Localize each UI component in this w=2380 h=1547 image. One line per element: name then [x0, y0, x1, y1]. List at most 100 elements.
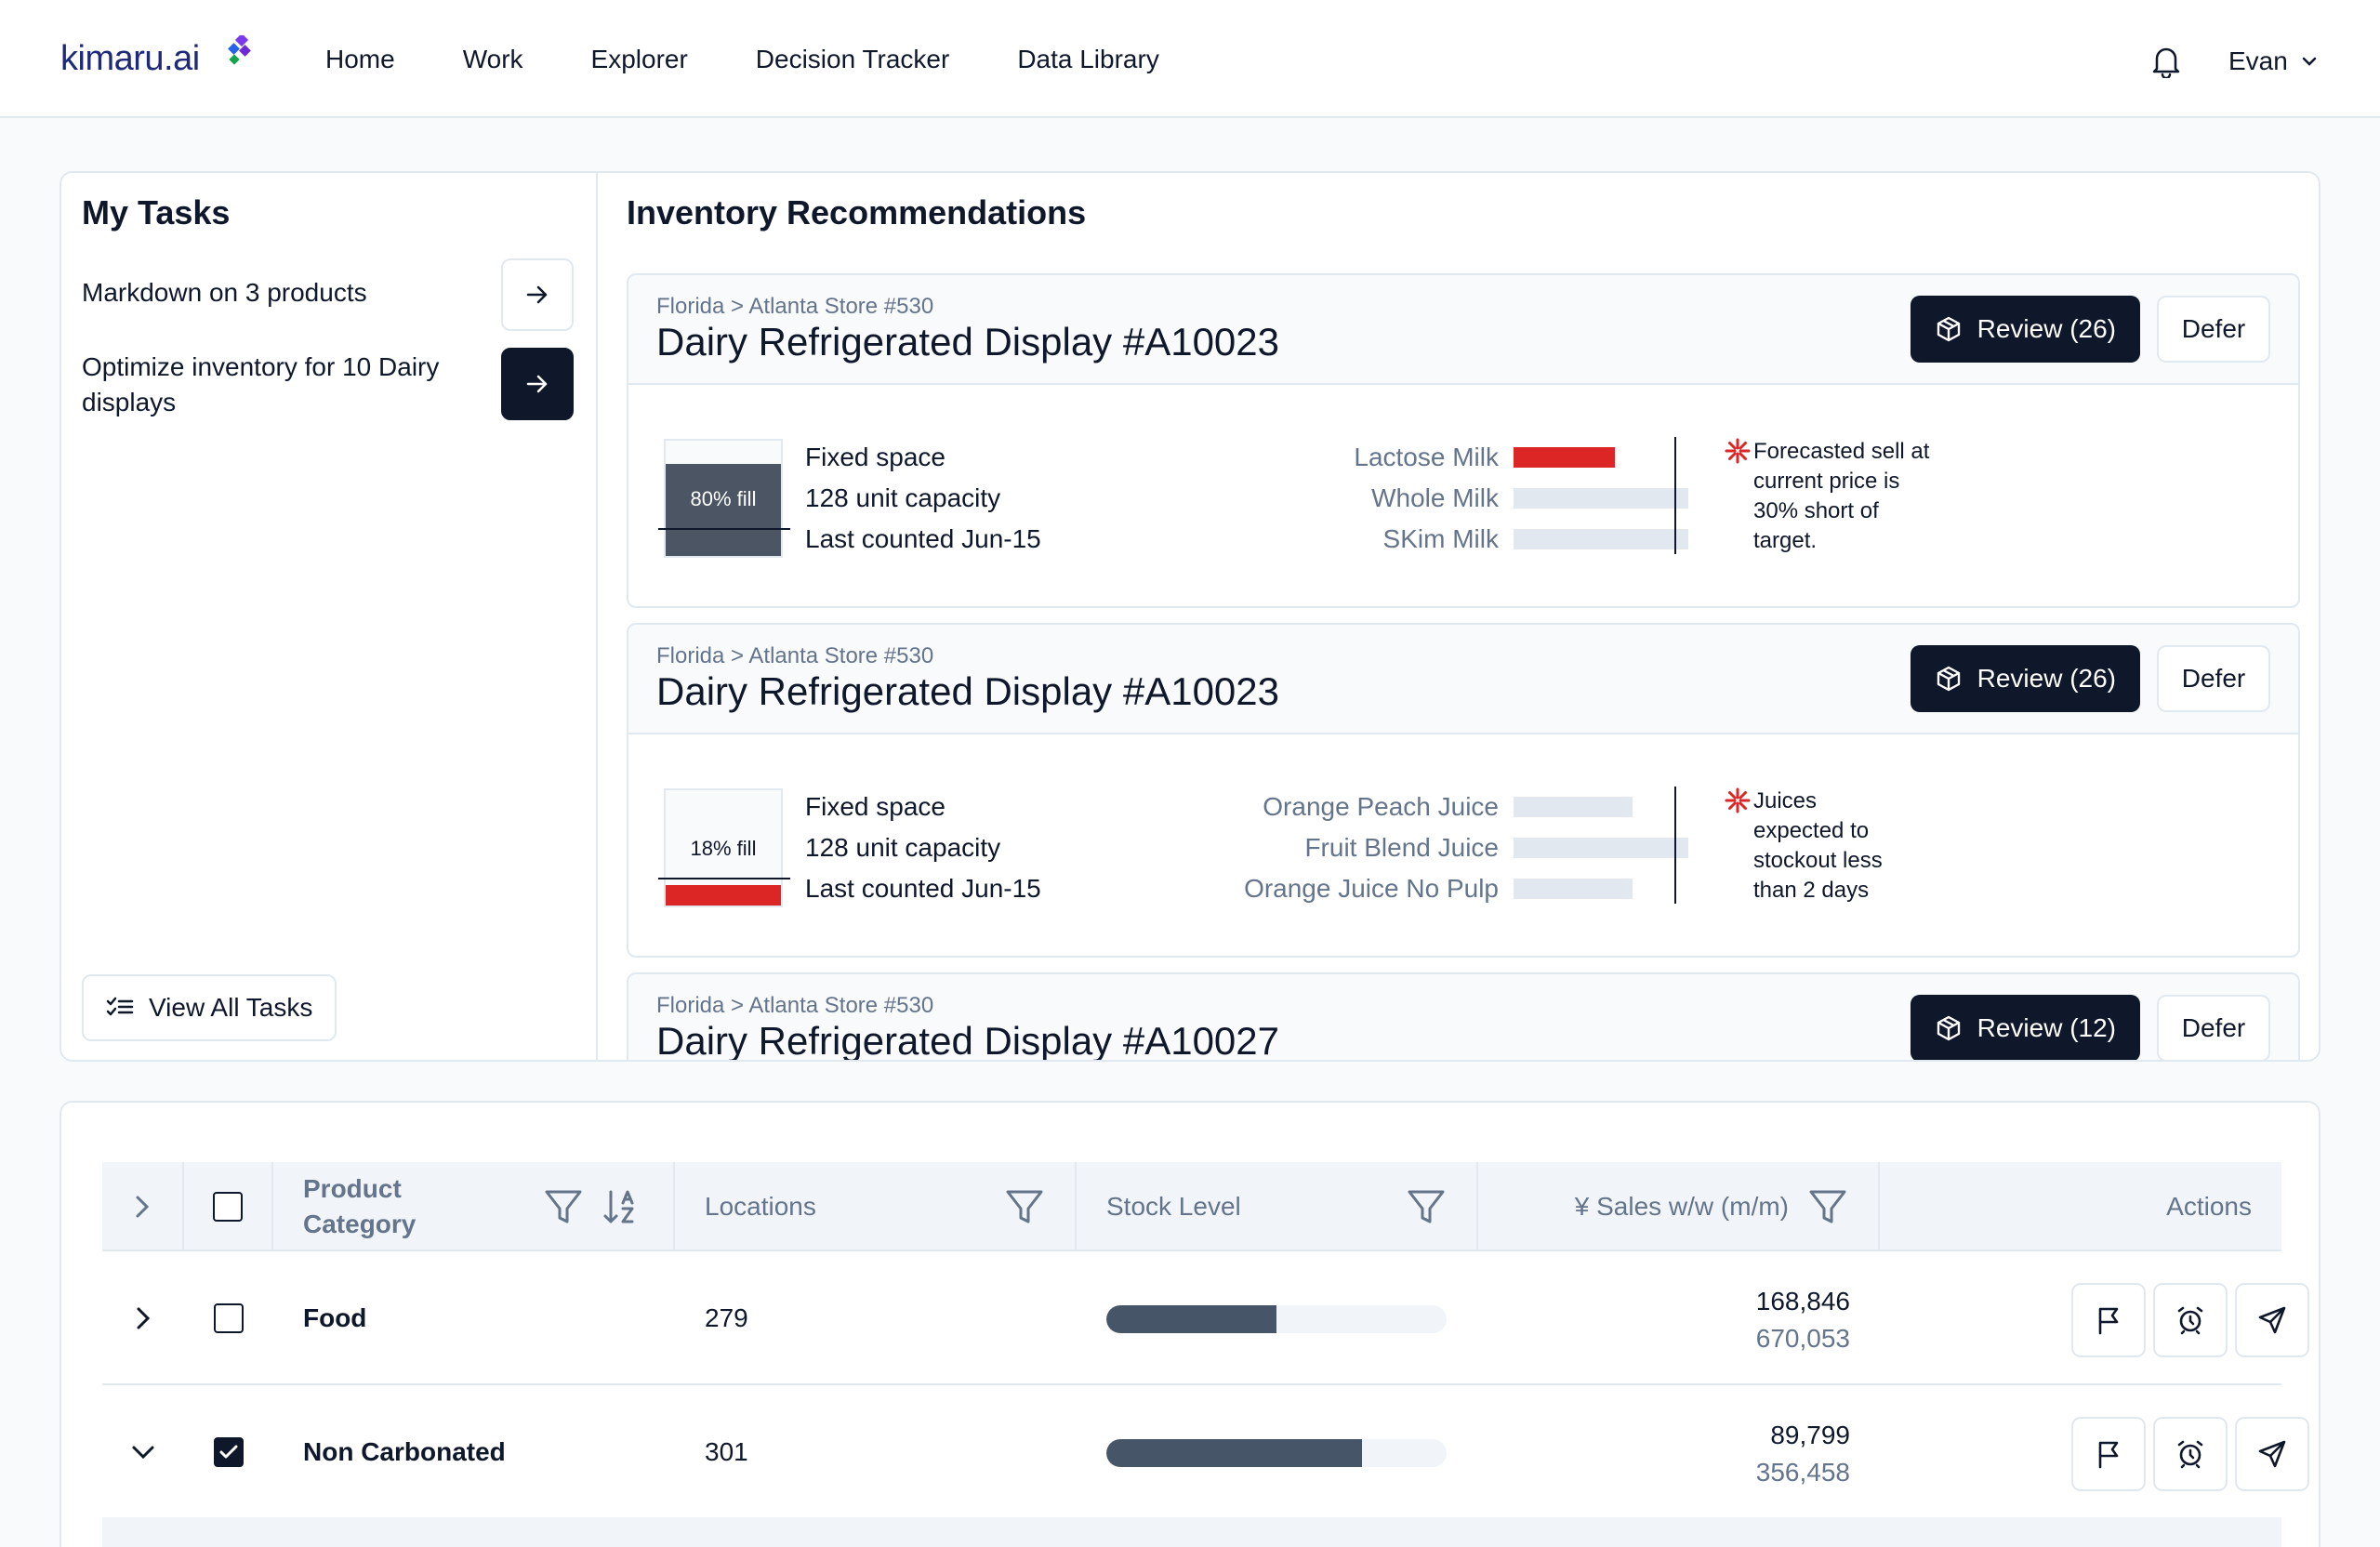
display-space-type: Fixed space — [805, 792, 945, 821]
brand-logo-icon — [228, 35, 251, 65]
display-last-counted: Last counted Jun-15 — [805, 524, 1041, 553]
my-tasks-title: My Tasks — [82, 193, 231, 231]
review-button[interactable]: Review (26) — [1910, 645, 2140, 712]
recommendation-card-header: Florida > Atlanta Store #530 Dairy Refri… — [628, 625, 2298, 734]
column-header-label: Locations — [705, 1192, 816, 1221]
fill-level-label: 18% fill — [690, 837, 757, 860]
product-bar-row: Fruit Blend Juice — [1304, 827, 1688, 868]
review-button-label: Review (12) — [1977, 1013, 2116, 1042]
filter-icon[interactable] — [543, 1186, 584, 1227]
product-category-table-card: Product Category Locations Stock Level ¥… — [60, 1101, 2320, 1547]
task-item-label: Markdown on 3 products — [82, 278, 367, 307]
sort-az-icon[interactable] — [602, 1188, 640, 1225]
checklist-icon — [106, 997, 134, 1016]
select-all-checkbox[interactable] — [213, 1192, 243, 1222]
view-all-tasks-button[interactable]: View All Tasks — [82, 974, 337, 1041]
snooze-button[interactable] — [2153, 1417, 2228, 1491]
row-checkbox[interactable] — [214, 1303, 244, 1333]
top-navigation-bar: kimaru.ai Home Work Explorer Decision Tr… — [0, 0, 2380, 118]
nav-home[interactable]: Home — [325, 44, 395, 73]
inventory-recommendations-panel: Inventory Recommendations Florida > Atla… — [599, 173, 2319, 1062]
product-bar-row: Whole Milk — [1371, 478, 1688, 519]
filter-icon[interactable] — [1807, 1186, 1848, 1227]
row-select-cell — [184, 1385, 273, 1519]
fill-target-line — [658, 878, 790, 879]
snooze-button[interactable] — [2153, 1283, 2228, 1357]
product-name: SKim Milk — [1382, 524, 1499, 553]
nested-table-header — [102, 1517, 2281, 1547]
review-button[interactable]: Review (26) — [1910, 296, 2140, 363]
flag-button[interactable] — [2071, 1417, 2146, 1491]
flag-icon — [2098, 1441, 2119, 1469]
row-category[interactable]: Non Carbonated — [303, 1437, 506, 1466]
column-header-locations: Locations — [675, 1162, 1077, 1251]
task-open-button[interactable] — [501, 348, 574, 420]
task-item-label: Optimize inventory for 10 Dairy displays — [82, 352, 440, 416]
recommendation-card: Florida > Atlanta Store #530 Dairy Refri… — [627, 623, 2300, 958]
recommendation-card-header: Florida > Atlanta Store #530 Dairy Refri… — [628, 974, 2298, 1062]
row-category[interactable]: Food — [303, 1303, 367, 1332]
product-bar-row: Orange Juice No Pulp — [1244, 868, 1688, 909]
filter-icon[interactable] — [1004, 1186, 1045, 1227]
defer-button[interactable]: Defer — [2157, 296, 2270, 363]
column-header-label: Product Category — [303, 1174, 416, 1238]
send-button[interactable] — [2235, 1417, 2309, 1491]
send-button[interactable] — [2235, 1283, 2309, 1357]
display-title: Dairy Refrigerated Display #A10023 — [656, 669, 1280, 713]
sales-week-over-week: 168,846 — [1755, 1287, 1850, 1316]
product-bar — [1514, 797, 1633, 817]
product-bar — [1514, 447, 1616, 468]
fill-level-indicator: 80% fill — [658, 439, 790, 558]
product-bar-row: Orange Peach Juice — [1263, 787, 1688, 827]
defer-button[interactable]: Defer — [2157, 995, 2270, 1060]
nav-explorer[interactable]: Explorer — [590, 44, 688, 73]
chevron-right-icon — [137, 1307, 151, 1329]
user-menu[interactable]: Evan — [2228, 46, 2318, 76]
flag-button[interactable] — [2071, 1283, 2146, 1357]
table-header: Product Category Locations Stock Level ¥… — [102, 1162, 2281, 1251]
recommendation-card-header: Florida > Atlanta Store #530 Dairy Refri… — [628, 275, 2298, 385]
brand-logo-text[interactable]: kimaru.ai — [60, 39, 200, 78]
alert-sparkle-icon — [1725, 787, 1751, 813]
expand-all-toggle[interactable] — [102, 1162, 184, 1251]
product-name: Orange Juice No Pulp — [1244, 874, 1499, 903]
display-title: Dairy Refrigerated Display #A10023 — [656, 320, 1280, 364]
nav-decision-tracker[interactable]: Decision Tracker — [755, 44, 950, 73]
recommendation-note: Juices expected to stockout less than 2 … — [1753, 788, 1883, 903]
review-button[interactable]: Review (12) — [1910, 995, 2140, 1060]
user-name: Evan — [2228, 46, 2288, 75]
recommendation-card: Florida > Atlanta Store #530 Dairy Refri… — [627, 972, 2300, 1062]
breadcrumb[interactable]: Florida > Atlanta Store #530 — [656, 643, 934, 668]
filter-icon[interactable] — [1406, 1186, 1447, 1227]
row-checkbox[interactable] — [214, 1437, 244, 1467]
breadcrumb[interactable]: Florida > Atlanta Store #530 — [656, 993, 934, 1018]
row-sales: 168,846 670,053 — [1646, 1283, 1850, 1357]
stock-level-bar — [1106, 1439, 1447, 1467]
defer-button[interactable]: Defer — [2157, 645, 2270, 712]
product-bar-row: SKim Milk — [1383, 519, 1688, 560]
product-target-line — [1674, 787, 1676, 904]
display-last-counted: Last counted Jun-15 — [805, 874, 1041, 903]
nav-work[interactable]: Work — [462, 44, 523, 73]
breadcrumb[interactable]: Florida > Atlanta Store #530 — [656, 294, 934, 319]
select-all-cell — [184, 1162, 273, 1251]
alert-sparkle-icon — [1725, 438, 1751, 464]
view-all-tasks-label: View All Tasks — [149, 993, 313, 1022]
chevron-down-icon — [132, 1446, 154, 1460]
row-expand-toggle[interactable] — [102, 1251, 184, 1385]
task-open-button[interactable] — [501, 258, 574, 331]
fill-level-indicator: 18% fill — [658, 788, 790, 907]
arrow-right-icon — [526, 285, 548, 304]
display-title: Dairy Refrigerated Display #A10027 — [656, 1019, 1280, 1062]
product-name: Orange Peach Juice — [1263, 792, 1499, 821]
bell-icon[interactable] — [2151, 45, 2181, 78]
stock-level-fill — [1106, 1305, 1276, 1333]
column-header-label: Actions — [2166, 1192, 2252, 1221]
column-header-stock-level: Stock Level — [1077, 1162, 1478, 1251]
send-icon — [2258, 1440, 2286, 1468]
row-expand-toggle[interactable] — [102, 1385, 184, 1519]
sales-week-over-week: 89,799 — [1770, 1421, 1850, 1449]
fill-target-line — [658, 528, 790, 530]
nav-data-library[interactable]: Data Library — [1017, 44, 1159, 73]
row-locations: 301 — [705, 1437, 748, 1466]
